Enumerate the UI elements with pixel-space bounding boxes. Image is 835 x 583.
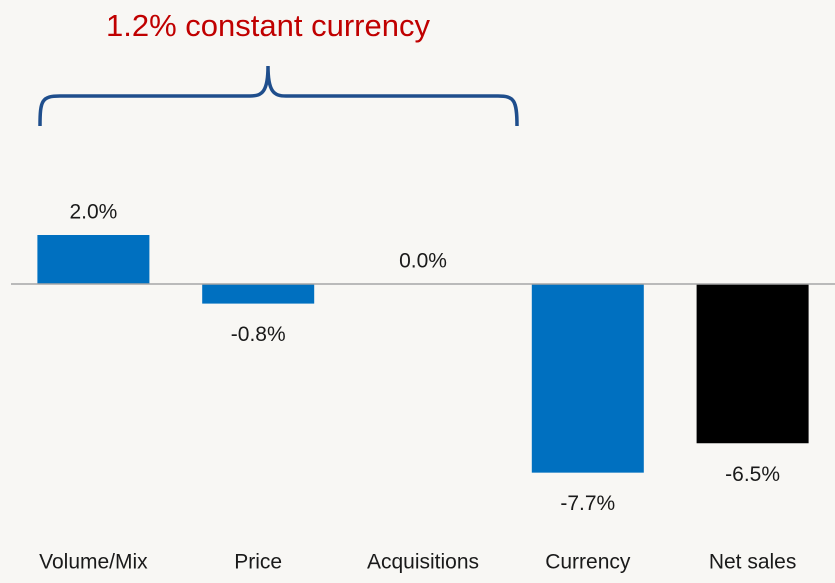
x-tick-label: Price [234, 551, 282, 574]
value-label: 2.0% [69, 201, 117, 224]
bar [531, 284, 644, 473]
x-tick-label: Volume/Mix [39, 551, 148, 574]
bar [202, 284, 315, 304]
bar [37, 235, 150, 284]
value-label: -0.8% [231, 323, 286, 346]
value-label: 0.0% [399, 250, 447, 273]
bar [696, 284, 809, 444]
value-label: -7.7% [560, 492, 615, 515]
x-tick-label: Net sales [709, 551, 797, 574]
value-label: -6.5% [725, 463, 780, 486]
annotation: 1.2% constant currency [106, 8, 430, 43]
x-tick-label: Currency [545, 551, 631, 574]
brace [38, 65, 519, 127]
x-tick-label: Acquisitions [367, 551, 479, 574]
